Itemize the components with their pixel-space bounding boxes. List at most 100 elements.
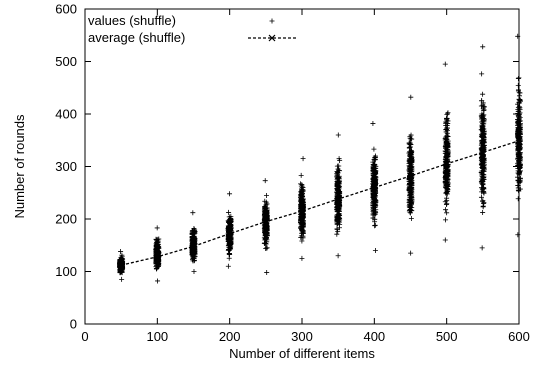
value-point xyxy=(190,248,196,254)
value-point xyxy=(443,176,449,182)
y-tick-label: 500 xyxy=(55,54,77,69)
value-point xyxy=(480,138,486,144)
value-point xyxy=(300,204,306,210)
value-point xyxy=(479,179,485,185)
value-point xyxy=(300,156,306,162)
value-point xyxy=(443,181,449,187)
value-point xyxy=(299,216,305,222)
average-point xyxy=(370,184,378,191)
value-point xyxy=(337,168,343,174)
value-point xyxy=(480,199,486,205)
value-point xyxy=(155,261,161,267)
value-point xyxy=(445,134,451,140)
value-point xyxy=(443,180,449,186)
value-point xyxy=(408,216,414,222)
y-tick-label: 200 xyxy=(55,212,77,227)
value-column-200 xyxy=(225,191,234,269)
value-point xyxy=(299,255,305,261)
value-point xyxy=(480,100,486,106)
value-point xyxy=(298,225,304,231)
x-axis-label: Number of different items xyxy=(229,346,375,361)
value-point xyxy=(478,194,484,200)
value-point xyxy=(190,251,196,257)
value-point xyxy=(408,207,414,213)
value-point xyxy=(443,145,449,151)
value-point xyxy=(154,225,160,231)
value-point xyxy=(479,157,485,163)
value-point xyxy=(191,227,197,233)
value-point xyxy=(372,211,378,217)
y-tick-label: 300 xyxy=(55,159,77,174)
value-point xyxy=(337,222,343,228)
x-tick-label: 300 xyxy=(291,329,313,344)
average-point xyxy=(407,172,414,180)
value-point xyxy=(408,194,414,200)
average-line xyxy=(121,140,520,266)
value-column-150 xyxy=(189,210,198,274)
average-point xyxy=(226,230,234,238)
value-point xyxy=(515,82,521,88)
legend-label-values: values (shuffle) xyxy=(88,13,176,28)
value-point xyxy=(406,141,412,147)
value-point xyxy=(262,198,268,204)
value-point xyxy=(480,145,486,151)
value-point xyxy=(298,183,304,189)
average-point xyxy=(262,218,270,226)
value-point xyxy=(408,149,414,155)
value-point xyxy=(300,228,306,234)
value-point xyxy=(481,200,487,206)
value-point xyxy=(299,190,305,196)
value-point xyxy=(263,192,269,198)
value-point xyxy=(480,91,486,97)
legend-label-average: average (shuffle) xyxy=(88,30,185,45)
value-point xyxy=(478,103,484,109)
value-point xyxy=(443,207,449,213)
value-column-450 xyxy=(406,94,415,256)
value-point xyxy=(335,229,341,235)
value-point xyxy=(444,116,450,122)
value-point xyxy=(444,210,450,216)
average-point xyxy=(443,160,451,168)
value-point xyxy=(372,177,378,183)
value-point xyxy=(480,174,486,180)
legend-marker-values xyxy=(269,18,275,24)
value-point xyxy=(370,204,376,210)
value-point xyxy=(444,182,450,188)
value-point xyxy=(479,245,485,251)
value-point xyxy=(336,200,342,206)
value-point xyxy=(264,270,270,276)
value-point xyxy=(263,246,269,252)
y-axis-label: Number of rounds xyxy=(12,114,27,219)
value-point xyxy=(226,209,232,215)
value-point xyxy=(408,250,414,256)
value-point xyxy=(479,71,485,77)
value-point xyxy=(515,196,521,202)
y-tick-label: 100 xyxy=(55,264,77,279)
value-column-350 xyxy=(334,132,343,259)
value-point xyxy=(407,184,413,190)
value-point xyxy=(407,210,413,216)
value-point xyxy=(480,113,486,119)
value-point xyxy=(442,61,448,67)
value-point xyxy=(335,207,341,213)
value-point xyxy=(262,232,268,238)
value-point xyxy=(408,94,414,100)
value-point xyxy=(370,165,376,171)
value-point xyxy=(515,76,521,82)
value-point xyxy=(370,120,376,126)
value-point xyxy=(445,142,451,148)
value-point xyxy=(479,119,485,125)
value-point xyxy=(480,165,486,171)
average-point xyxy=(117,261,125,269)
value-point xyxy=(443,145,449,151)
value-point xyxy=(480,106,486,112)
average-point xyxy=(190,242,197,250)
value-point xyxy=(481,190,487,196)
average-point xyxy=(479,148,487,156)
value-point xyxy=(445,111,451,117)
value-point xyxy=(445,121,451,127)
value-point xyxy=(479,141,485,147)
value-point xyxy=(480,126,486,132)
value-point xyxy=(190,228,196,234)
value-point xyxy=(515,185,521,191)
